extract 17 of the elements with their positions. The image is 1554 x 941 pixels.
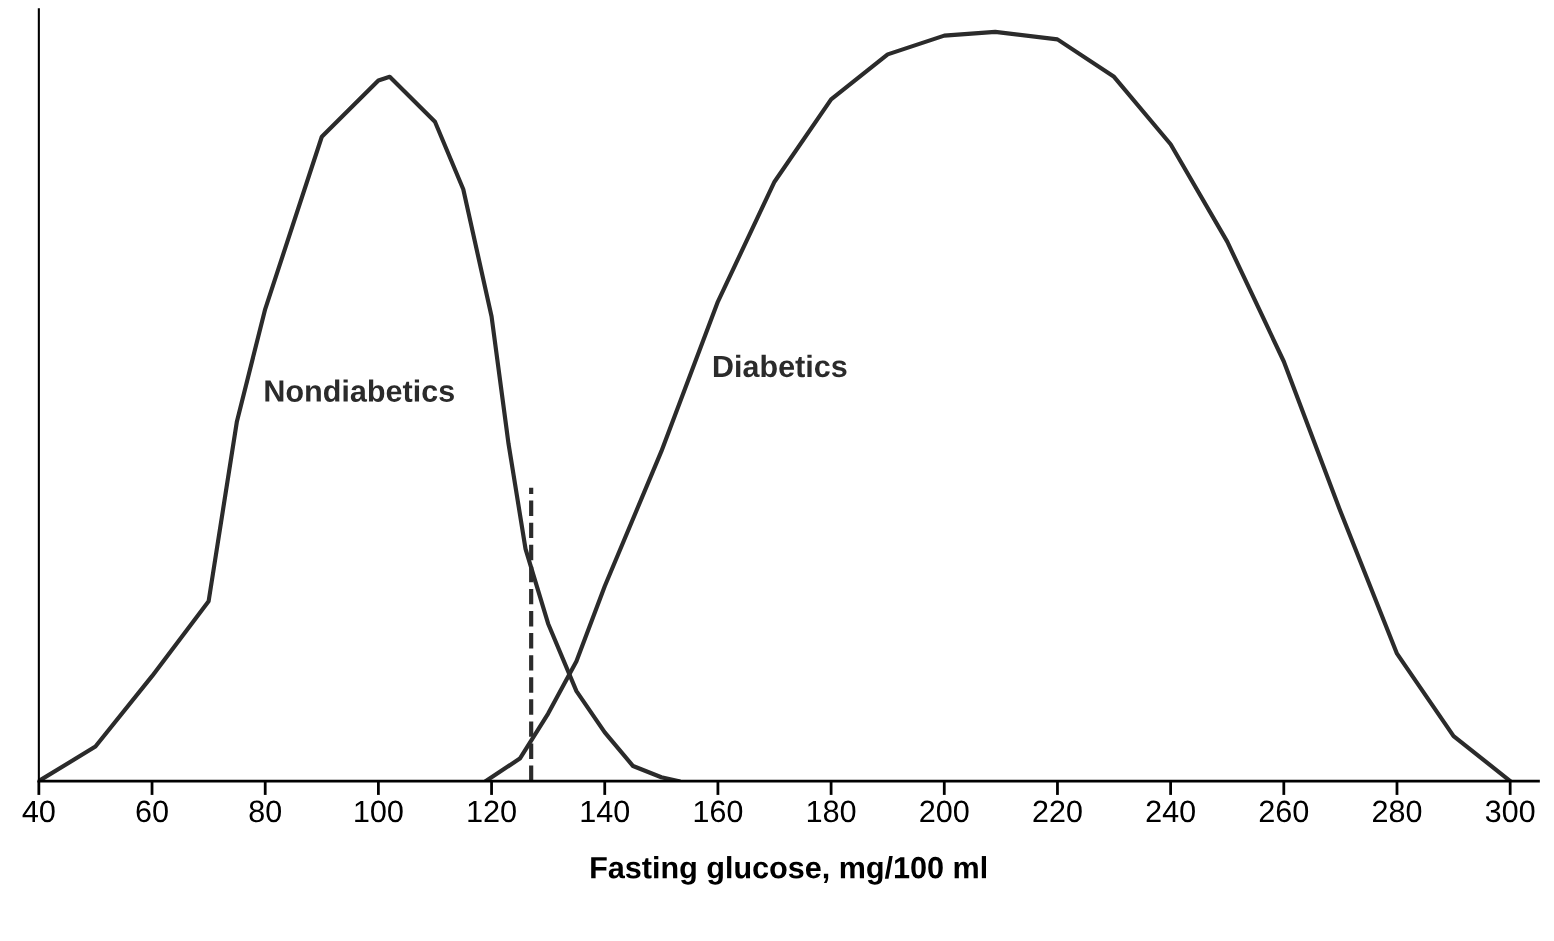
x-axis-title: Fasting glucose, mg/100 ml (591, 856, 987, 885)
x-tick-label: 140 (581, 800, 630, 823)
x-tick-label: 240 (1146, 800, 1195, 823)
x-tick-label: 80 (249, 800, 282, 823)
x-tick-label: 100 (355, 800, 403, 823)
x-tick-label: 60 (136, 800, 168, 823)
x-tick-label: 220 (1033, 800, 1082, 823)
x-tick-label: 180 (807, 800, 856, 823)
x-tick-label: 120 (468, 800, 516, 823)
x-tick-label: 160 (694, 800, 743, 823)
series-label: Nondiabetics (265, 379, 454, 402)
x-tick-label: 40 (22, 800, 55, 823)
x-tick-label: 300 (1485, 800, 1535, 823)
x-tick-label: 260 (1259, 800, 1309, 823)
x-tick-label: 280 (1373, 800, 1422, 823)
series-label: Diabetics (713, 354, 847, 378)
x-tick-label: 200 (920, 800, 969, 823)
